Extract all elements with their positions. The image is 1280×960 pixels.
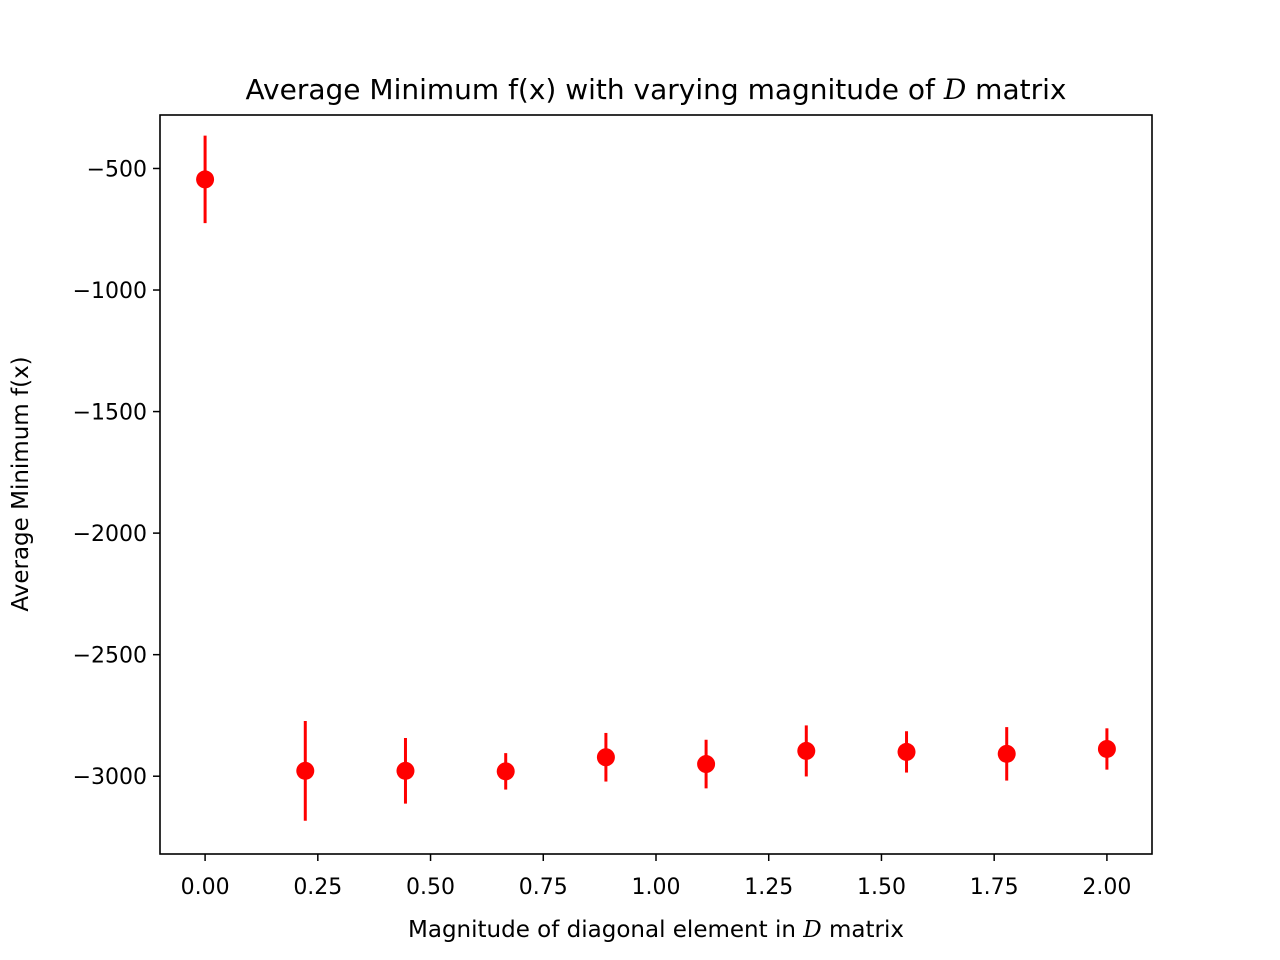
chart-title: Average Minimum f(x) with varying magnit…: [246, 73, 1067, 106]
x-tick-label: 1.00: [632, 875, 681, 900]
y-tick-label: −3000: [73, 765, 147, 790]
y-tick-label: −1500: [73, 401, 147, 426]
data-point: [396, 761, 415, 780]
y-tick-label: −1000: [73, 279, 147, 304]
x-tick-label: 1.50: [857, 875, 906, 900]
x-tick-label: 2.00: [1082, 875, 1131, 900]
data-point: [797, 741, 816, 760]
data-point: [596, 748, 615, 767]
data-point: [196, 170, 215, 189]
x-tick-label: 1.75: [970, 875, 1019, 900]
y-tick-label: −500: [87, 157, 147, 182]
plot-frame: [159, 114, 1153, 855]
y-axis: −500 −1000 −1500 −2000 −2500 −3000: [73, 157, 160, 790]
data-point: [296, 761, 315, 780]
x-axis: 0.00 0.25 0.50 0.75 1.00 1.25 1.50 1.75 2.00: [181, 854, 1131, 900]
x-tick-label: 0.75: [519, 875, 568, 900]
y-tick-label: −2500: [73, 644, 147, 669]
x-tick-label: 0.25: [293, 875, 342, 900]
data-point: [697, 755, 716, 774]
plot-area: [196, 135, 1116, 821]
y-tick-label: −2000: [73, 522, 147, 547]
x-axis-label: Magnitude of diagonal element in D matri…: [408, 917, 904, 943]
data-point: [997, 744, 1016, 763]
data-point: [1097, 739, 1116, 758]
x-tick-label: 1.25: [744, 875, 793, 900]
data-point: [496, 762, 515, 781]
y-axis-label: Average Minimum f(x): [8, 356, 34, 611]
data-point: [897, 742, 916, 761]
x-tick-label: 0.00: [181, 875, 230, 900]
x-tick-label: 0.50: [406, 875, 455, 900]
